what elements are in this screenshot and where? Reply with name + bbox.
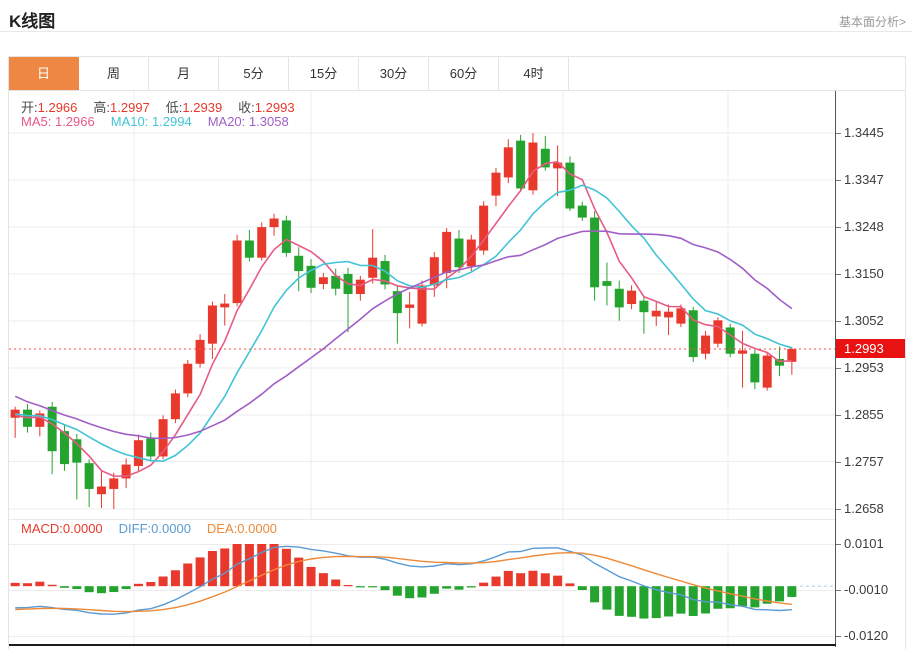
tab-周[interactable]: 周 (79, 57, 149, 90)
high-value: 1.2997 (110, 100, 150, 115)
ma20-value: 1.3058 (248, 114, 289, 129)
diff-label: DIFF: (118, 521, 152, 536)
price-axis-label: 1.2855 (836, 407, 905, 422)
price-axis-label: 1.2757 (836, 454, 905, 469)
dea-line (15, 551, 792, 613)
ma5-line (15, 160, 792, 478)
macd-histogram (10, 544, 797, 619)
price-axis-label: 1.3445 (836, 126, 905, 140)
price-axis-label: 1.2953 (836, 361, 905, 375)
tab-15分[interactable]: 15分 (289, 57, 359, 90)
close-label: 收: (238, 100, 255, 115)
diff-line (15, 545, 792, 615)
macd-chart (9, 544, 835, 647)
open-value: 1.2966 (37, 100, 78, 115)
price-axis-label: 1.3248 (836, 220, 905, 234)
price-axis-label: 1.3150 (836, 266, 905, 281)
ma10-value: 1.2994 (151, 114, 192, 129)
tab-60分[interactable]: 60分 (429, 57, 499, 90)
current-price-badge: 1.2993 (836, 339, 905, 359)
candlestick-chart (9, 91, 835, 519)
x-axis-line (9, 644, 836, 646)
low-value: 1.2939 (182, 100, 223, 115)
header-divider (0, 31, 912, 32)
macd-axis-label: -0.0010 (836, 583, 905, 597)
dea-label: DEA: (206, 521, 238, 536)
tab-月[interactable]: 月 (149, 57, 219, 90)
price-axis-label: 1.3347 (836, 172, 905, 187)
y-axis-line (835, 91, 836, 647)
ma-legend: MA5: 1.2966 MA10: 1.2994 MA20: 1.3058 (21, 114, 289, 129)
macd-legend: MACD:0.0000 DIFF:0.0000 DEA:0.0000 (21, 521, 277, 536)
ma20-line (14, 230, 793, 440)
price-axis-label: 1.3052 (836, 313, 905, 328)
chart-area: 开:1.2966 高:1.2997 低:1.2939 收:1.2993 MA5:… (9, 91, 905, 650)
page-title: K线图 (9, 12, 56, 31)
tab-30分[interactable]: 30分 (359, 57, 429, 90)
price-axis-label: 1.2658 (836, 502, 905, 516)
macd-label: MACD: (21, 521, 63, 536)
high-label: 高: (93, 100, 111, 115)
macd-axis-label: 0.0101 (836, 537, 905, 551)
ma20-label: MA20: (207, 114, 246, 129)
tab-4时[interactable]: 4时 (499, 57, 569, 90)
open-label: 开: (21, 100, 38, 115)
panel-separator (9, 519, 835, 520)
ma5-value: 1.2966 (54, 114, 95, 129)
tab-日[interactable]: 日 (9, 57, 79, 90)
close-value: 1.2993 (254, 100, 295, 115)
timeframe-tabs: 日周月 5分 15分 30分 60分 4时 (9, 57, 905, 91)
diff-value: 0.0000 (151, 521, 191, 536)
tab-5分[interactable]: 5分 (219, 57, 289, 90)
macd-axis-label: -0.0120 (836, 629, 905, 643)
kline-panel: 日周月 5分 15分 30分 60分 4时 开:1.2966 高:1.2997 低:1.2… (8, 56, 906, 649)
macd-value: 0.0000 (62, 521, 103, 536)
ohlc-legend: 开:1.2966 高:1.2997 低:1.2939 收:1.2993 (21, 97, 295, 116)
fundamental-analysis-link[interactable]: 基本面分析> (838, 15, 906, 29)
dea-value: 0.0000 (237, 521, 278, 536)
low-label: 低: (165, 100, 183, 115)
ma10-line (15, 184, 793, 463)
ma5-label: MA5: (21, 114, 52, 129)
ma10-label: MA10: (110, 114, 149, 129)
